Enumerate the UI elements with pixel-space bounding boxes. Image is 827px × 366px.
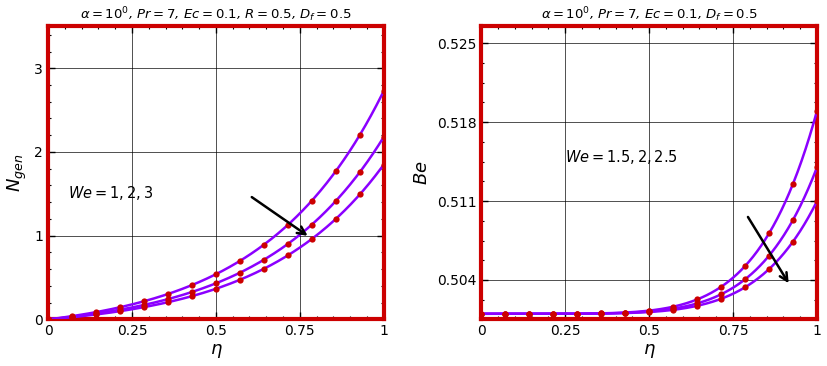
Y-axis label: $N_{gen}$: $N_{gen}$ bbox=[6, 154, 29, 192]
Title: $\alpha = 10^0$, $Pr = 7$, $Ec = 0.1$, $D_f = 0.5$: $\alpha = 10^0$, $Pr = 7$, $Ec = 0.1$, $… bbox=[541, 5, 758, 24]
X-axis label: $\eta$: $\eta$ bbox=[643, 343, 656, 361]
Text: $We = 1, 2, 3$: $We = 1, 2, 3$ bbox=[68, 184, 153, 202]
X-axis label: $\eta$: $\eta$ bbox=[209, 343, 222, 361]
Text: $We = 1.5, 2, 2.5$: $We = 1.5, 2, 2.5$ bbox=[565, 147, 678, 166]
Y-axis label: $Be$: $Be$ bbox=[414, 161, 431, 185]
Title: $\alpha = 10^0$, $Pr = 7$, $Ec = 0.1$, $R = 0.5$, $D_f = 0.5$: $\alpha = 10^0$, $Pr = 7$, $Ec = 0.1$, $… bbox=[80, 5, 351, 24]
